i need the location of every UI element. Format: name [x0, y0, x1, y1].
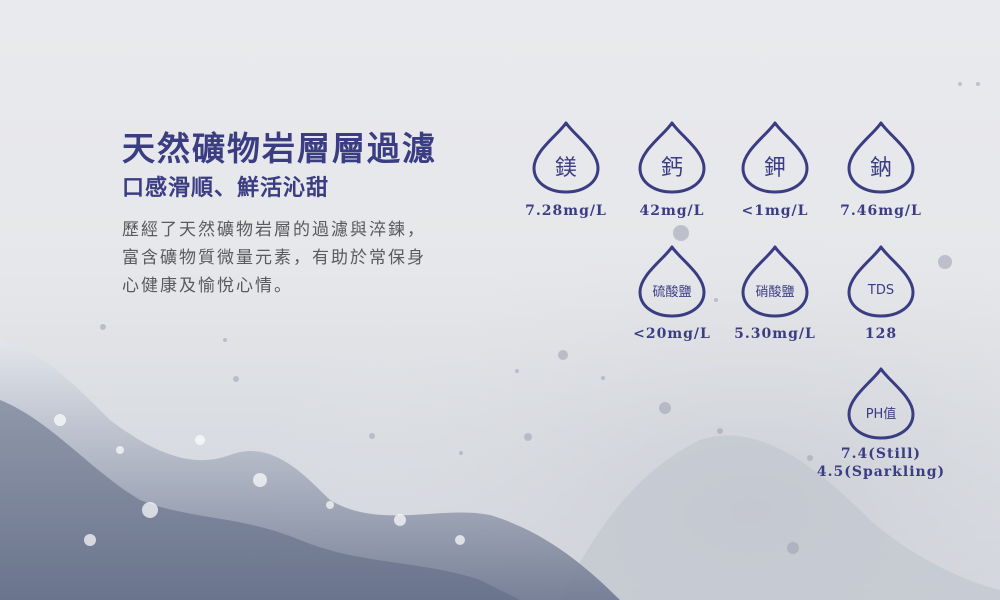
mineral-value: 7.28mg/L [525, 203, 607, 219]
mineral-value: <20mg/L [633, 326, 711, 342]
water-drop-outline-icon [847, 367, 915, 440]
subheadline: 口感滑順、鮮活沁甜 [122, 175, 330, 201]
mineral-value: 7.46mg/L [840, 203, 922, 219]
mineral-label: TDS [867, 282, 895, 298]
water-drop-outline-icon [847, 121, 915, 194]
water-drop-outline-icon [847, 245, 915, 318]
mineral-label: 鈉 [869, 156, 892, 181]
body-paragraph: 歷經了天然礦物岩層的過濾與淬鍊， 富含礦物質微量元素，有助於常保身 心健康及愉悅… [122, 216, 472, 300]
mineral-label: 鈣 [660, 156, 683, 181]
headline: 天然礦物岩層層過濾 [122, 129, 437, 168]
mineral-value: 42mg/L [639, 203, 705, 219]
water-drop-outline-icon [532, 121, 600, 194]
mineral-value: 5.30mg/L [734, 326, 816, 342]
drop-tds: TDS [840, 242, 922, 322]
water-drop-outline-icon [741, 245, 809, 318]
drop-ph: PH值 [840, 364, 922, 444]
mineral-value: 7.4(Still) [840, 446, 922, 462]
mineral-label: 鎂 [554, 156, 577, 181]
drop-nitrate: 硝酸鹽 [734, 242, 816, 322]
drop-magnesium: 鎂 [525, 118, 607, 198]
body-line: 歷經了天然礦物岩層的過濾與淬鍊， [122, 220, 426, 240]
drop-potassium: 鉀 [734, 118, 816, 198]
body-line: 富含礦物質微量元素，有助於常保身 [122, 248, 426, 268]
mineral-label: PH值 [865, 406, 897, 422]
drop-calcium: 鈣 [631, 118, 713, 198]
mineral-label: 硝酸鹽 [755, 284, 795, 300]
mineral-value: 128 [864, 326, 898, 342]
water-drop-outline-icon [638, 245, 706, 318]
water-drop-outline-icon [638, 121, 706, 194]
drop-sodium: 鈉 [840, 118, 922, 198]
water-drop-outline-icon [741, 121, 809, 194]
mineral-label: 鉀 [763, 156, 786, 181]
mineral-value: 4.5(Sparkling) [816, 464, 946, 480]
mineral-value: <1mg/L [741, 203, 809, 219]
body-line: 心健康及愉悅心情。 [122, 276, 293, 296]
drop-sulfate: 硫酸鹽 [631, 242, 713, 322]
mineral-label: 硫酸鹽 [652, 284, 692, 300]
